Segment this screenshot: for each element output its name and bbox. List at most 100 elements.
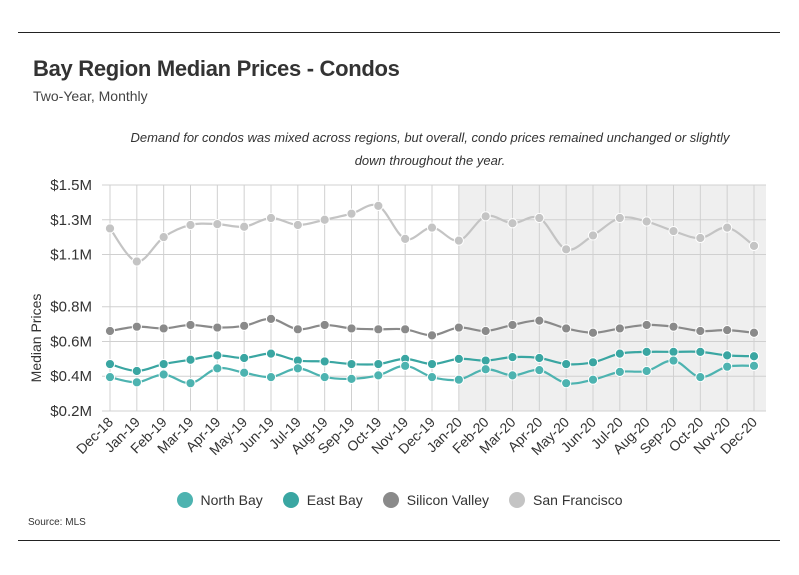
legend-item-east-bay: East Bay xyxy=(282,492,363,508)
data-point-san-francisco xyxy=(158,232,169,243)
data-point-san-francisco xyxy=(400,233,411,244)
data-point-east-bay xyxy=(373,358,384,370)
data-point-silicon-valley xyxy=(292,324,303,335)
legend-item-silicon-valley: Silicon Valley xyxy=(382,492,490,508)
data-point-east-bay xyxy=(265,348,277,359)
data-point-silicon-valley xyxy=(668,321,679,332)
data-point-san-francisco xyxy=(319,214,330,225)
data-point-silicon-valley xyxy=(185,319,196,331)
y-tick-label: $0.4M xyxy=(50,368,92,385)
data-point-east-bay xyxy=(534,352,545,364)
data-point-san-francisco xyxy=(668,225,679,237)
data-point-north-bay xyxy=(319,372,330,383)
data-point-north-bay xyxy=(748,360,760,371)
data-point-san-francisco xyxy=(641,216,652,227)
series-east-bay xyxy=(104,346,760,377)
data-point-san-francisco xyxy=(346,208,357,219)
data-point-silicon-valley xyxy=(400,324,411,335)
data-point-north-bay xyxy=(480,364,491,375)
data-point-silicon-valley xyxy=(319,319,330,331)
data-point-san-francisco xyxy=(185,219,196,231)
data-point-silicon-valley xyxy=(507,319,518,331)
data-point-silicon-valley xyxy=(104,325,116,337)
data-point-east-bay xyxy=(158,358,169,370)
legend-item-san-francisco: San Francisco xyxy=(509,492,623,508)
chart-annotation: Demand for condos was mixed across regio… xyxy=(130,130,730,168)
highlight-region-2020 xyxy=(458,185,766,411)
y-tick-label: $1.5M xyxy=(50,177,92,194)
data-point-north-bay xyxy=(212,363,223,374)
data-point-north-bay xyxy=(641,365,652,377)
data-point-north-bay xyxy=(614,366,625,377)
data-point-east-bay xyxy=(426,358,438,370)
series-north-bay xyxy=(104,355,760,389)
legend-item-north-bay: North Bay xyxy=(176,492,263,508)
data-point-north-bay xyxy=(185,378,196,389)
data-point-san-francisco xyxy=(131,256,142,267)
data-point-north-bay xyxy=(104,372,116,383)
data-point-san-francisco xyxy=(212,219,223,230)
data-point-east-bay xyxy=(748,351,760,362)
data-point-san-francisco xyxy=(695,232,706,244)
data-point-san-francisco xyxy=(507,218,518,229)
data-point-san-francisco xyxy=(265,212,277,224)
data-point-north-bay xyxy=(373,370,384,381)
data-point-north-bay xyxy=(239,367,250,378)
legend-label-east-bay: East Bay xyxy=(306,492,363,508)
source-note: Source: MLS xyxy=(28,517,86,528)
data-point-san-francisco xyxy=(104,223,116,234)
series-san-francisco xyxy=(104,200,760,267)
data-point-north-bay xyxy=(561,378,572,389)
series-silicon-valley xyxy=(104,313,760,341)
data-point-silicon-valley xyxy=(453,322,464,333)
y-tick-label: $0.8M xyxy=(50,299,92,316)
chart-subtitle: Two-Year, Monthly xyxy=(33,88,148,104)
data-point-silicon-valley xyxy=(265,313,277,324)
data-point-san-francisco xyxy=(239,221,250,232)
y-tick-label: $1.3M xyxy=(50,212,92,229)
data-point-silicon-valley xyxy=(587,327,599,338)
data-point-north-bay xyxy=(131,377,142,388)
data-point-san-francisco xyxy=(480,211,491,222)
legend-label-silicon-valley: Silicon Valley xyxy=(406,492,490,508)
data-point-east-bay xyxy=(212,350,223,361)
data-point-north-bay xyxy=(426,372,438,383)
bottom-rule xyxy=(18,540,780,541)
data-point-north-bay xyxy=(507,370,518,381)
data-point-silicon-valley xyxy=(722,325,733,336)
data-point-silicon-valley xyxy=(158,323,169,334)
data-point-silicon-valley xyxy=(373,324,384,335)
data-point-north-bay xyxy=(587,374,599,385)
data-point-east-bay xyxy=(104,358,116,370)
data-point-east-bay xyxy=(695,346,706,357)
data-point-silicon-valley xyxy=(748,327,760,338)
data-point-silicon-valley xyxy=(534,315,545,326)
data-point-east-bay xyxy=(185,354,196,365)
data-point-silicon-valley xyxy=(614,323,625,334)
data-point-san-francisco xyxy=(614,212,625,224)
data-point-east-bay xyxy=(239,352,250,364)
legend-swatch-silicon-valley xyxy=(382,492,399,508)
data-point-east-bay xyxy=(507,352,518,363)
y-tick-label: $0.2M xyxy=(50,403,92,420)
chart-legend: North Bay East Bay Silicon Valley San Franc… xyxy=(0,492,799,508)
data-point-north-bay xyxy=(453,374,464,385)
data-point-san-francisco xyxy=(722,222,733,233)
data-point-silicon-valley xyxy=(131,321,142,332)
data-point-silicon-valley xyxy=(695,325,706,337)
data-point-north-bay xyxy=(158,369,169,380)
data-point-san-francisco xyxy=(292,219,303,231)
data-point-east-bay xyxy=(319,356,330,367)
data-point-silicon-valley xyxy=(641,319,652,331)
data-point-san-francisco xyxy=(587,230,599,241)
data-point-east-bay xyxy=(561,358,572,370)
data-point-east-bay xyxy=(668,346,679,357)
legend-label-north-bay: North Bay xyxy=(200,492,263,508)
data-point-east-bay xyxy=(131,365,142,377)
data-point-north-bay xyxy=(346,373,357,384)
legend-swatch-north-bay xyxy=(176,492,193,508)
y-tick-label: $0.6M xyxy=(50,333,92,350)
data-point-silicon-valley xyxy=(212,322,223,333)
chart-title: Bay Region Median Prices - Condos xyxy=(33,56,400,81)
